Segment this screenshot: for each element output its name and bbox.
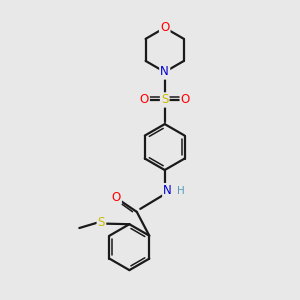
Text: N: N [163,184,172,197]
Text: N: N [160,65,169,79]
Text: O: O [181,93,190,106]
Text: S: S [161,93,168,106]
Text: O: O [160,21,169,34]
Text: O: O [112,190,121,204]
Text: O: O [140,93,149,106]
Text: H: H [177,186,185,196]
Text: S: S [98,216,105,229]
